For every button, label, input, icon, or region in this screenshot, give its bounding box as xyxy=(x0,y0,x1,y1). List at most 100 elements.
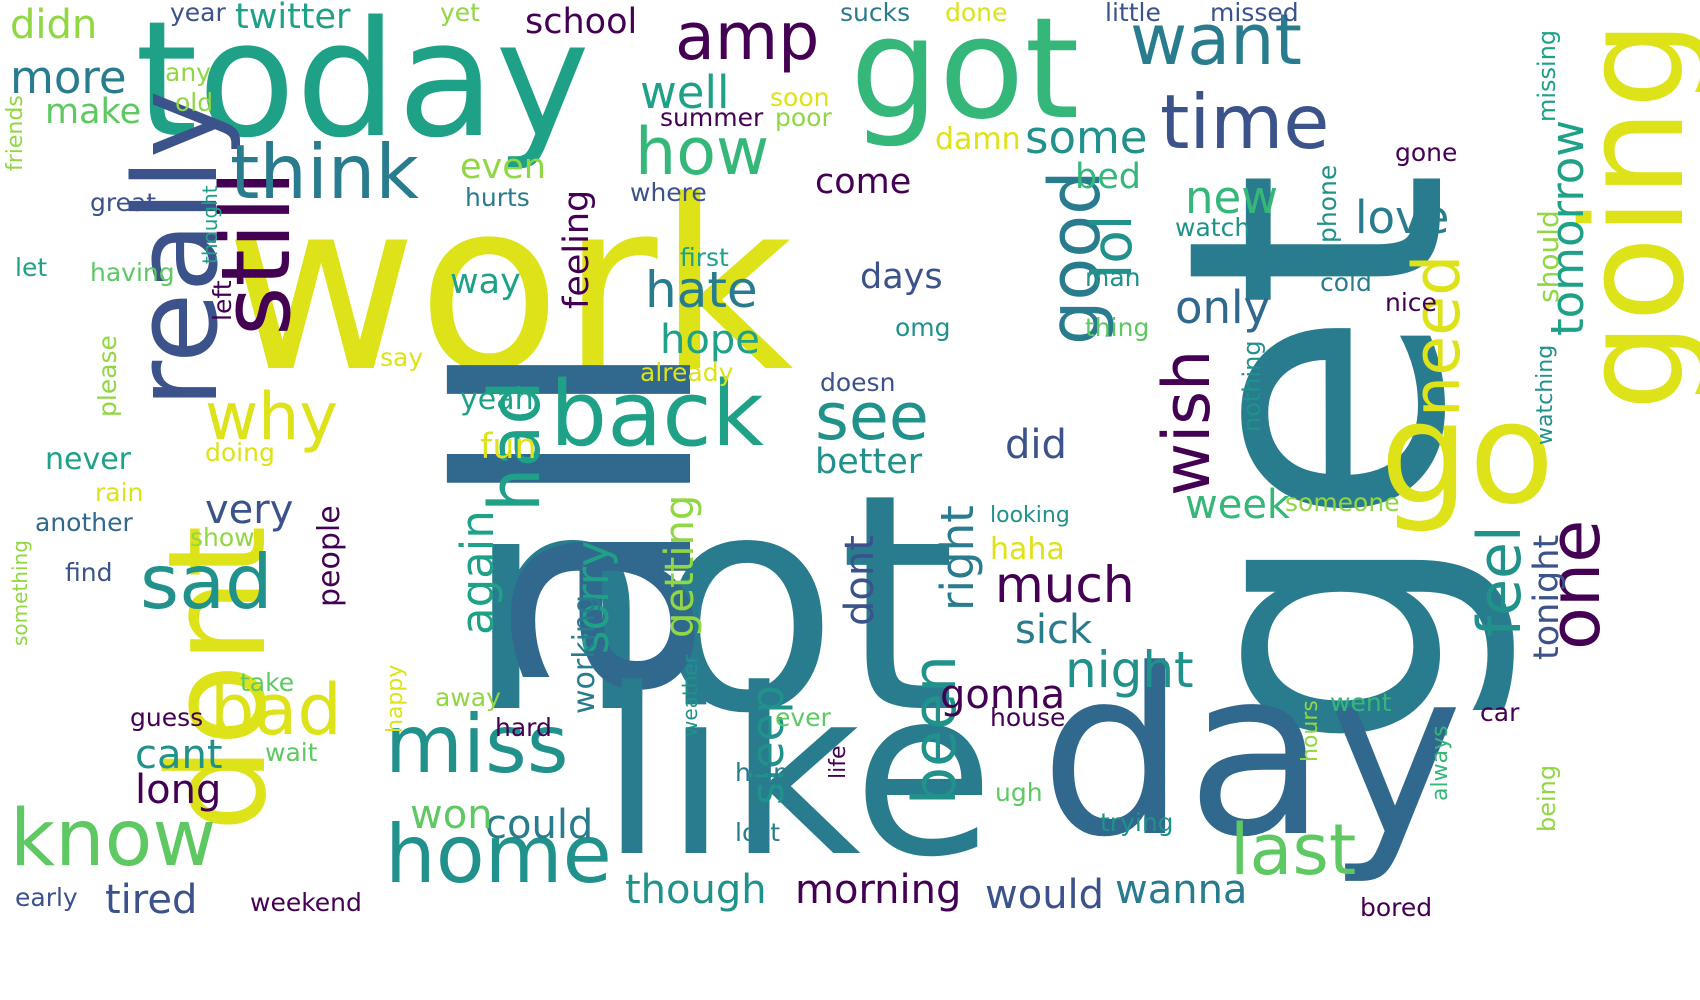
cloud-word-man: man xyxy=(1085,263,1141,292)
cloud-word-go: go xyxy=(1380,373,1555,536)
cloud-word-guess: guess xyxy=(130,703,204,732)
cloud-word-hours: hours xyxy=(1298,700,1323,762)
cloud-word-gonna: gonna xyxy=(940,672,1066,718)
cloud-word-poor: poor xyxy=(775,103,832,132)
cloud-word-omg: omg xyxy=(895,313,951,342)
cloud-word-very: very xyxy=(205,487,294,533)
cloud-word-feeling: feeling xyxy=(557,189,597,309)
cloud-word-left: left xyxy=(208,280,237,322)
cloud-word-cant: cant xyxy=(135,732,223,778)
cloud-word-did: did xyxy=(1005,422,1067,468)
cloud-word-car: car xyxy=(1480,698,1520,727)
cloud-word-already: already xyxy=(640,358,734,387)
cloud-word-wish: wish xyxy=(1150,349,1225,496)
cloud-word-ever: ever xyxy=(775,703,831,732)
cloud-word-day: day xyxy=(1040,621,1464,888)
cloud-word-night: night xyxy=(1065,641,1194,699)
cloud-word-having: having xyxy=(90,258,175,287)
cloud-word-not: not xyxy=(465,430,957,779)
cloud-word-make: make xyxy=(45,92,142,132)
cloud-word-first: first xyxy=(680,243,729,272)
cloud-word-morning: morning xyxy=(795,867,962,913)
cloud-word-bored: bored xyxy=(1360,893,1433,922)
cloud-word-house: house xyxy=(990,703,1066,732)
cloud-word-hard: hard xyxy=(495,713,552,742)
cloud-word-early: early xyxy=(15,883,78,912)
cloud-word-hurts: hurts xyxy=(465,183,530,212)
cloud-word-getting: getting xyxy=(657,494,703,638)
cloud-word-find: find xyxy=(65,558,113,587)
cloud-word-let: let xyxy=(15,253,48,282)
cloud-word-missing: missing xyxy=(1533,29,1561,122)
cloud-word-wanna: wanna xyxy=(1115,867,1248,913)
cloud-word-sick: sick xyxy=(1015,607,1093,653)
cloud-word-come: come xyxy=(815,162,912,202)
cloud-word-trying: trying xyxy=(1100,808,1174,837)
cloud-word-watching: watching xyxy=(1533,344,1558,445)
cloud-word-went: went xyxy=(1330,688,1392,717)
cloud-word-could: could xyxy=(485,802,594,848)
cloud-word-someone: someone xyxy=(1285,488,1400,517)
cloud-word-thing: thing xyxy=(1085,313,1150,342)
cloud-word-right: right xyxy=(931,505,984,611)
cloud-word-wait: wait xyxy=(265,738,318,767)
cloud-word-friends: friends xyxy=(3,95,28,171)
cloud-word-yet: yet xyxy=(440,0,480,27)
cloud-word-love: love xyxy=(1355,191,1450,244)
cloud-word-didn: didn xyxy=(10,2,98,48)
cloud-word-year: year xyxy=(170,0,226,27)
cloud-word-thought: thought xyxy=(198,185,222,264)
cloud-word-amp: amp xyxy=(675,0,820,75)
cloud-word-days: days xyxy=(860,257,943,297)
cloud-word-tired: tired xyxy=(105,877,198,923)
cloud-word-always: always xyxy=(1428,725,1453,801)
cloud-word-how: how xyxy=(635,115,770,190)
cloud-word-done: done xyxy=(945,0,1008,27)
cloud-word-though: though xyxy=(625,867,767,913)
cloud-word-being: being xyxy=(1533,764,1561,832)
cloud-word-today: today xyxy=(135,0,590,173)
cloud-word-nothing: nothing xyxy=(1238,340,1266,432)
cloud-word-need: need xyxy=(1400,254,1475,417)
cloud-word-work: work xyxy=(225,151,794,424)
cloud-word-soon: soon xyxy=(770,83,830,112)
cloud-word-never: never xyxy=(45,442,132,477)
cloud-word-yeah: yeah xyxy=(460,382,534,417)
cloud-word-say: say xyxy=(380,343,424,372)
cloud-word-want: want xyxy=(1130,0,1302,81)
cloud-word-hope: hope xyxy=(660,317,760,363)
cloud-word-see: see xyxy=(815,380,929,455)
cloud-word-any: any xyxy=(165,58,211,87)
cloud-word-where: where xyxy=(630,178,707,207)
cloud-word-damn: damn xyxy=(935,122,1021,157)
cloud-word-school: school xyxy=(525,2,638,42)
cloud-word-week: week xyxy=(1185,482,1291,528)
cloud-word-watch: watch xyxy=(1175,213,1251,242)
cloud-word-long: long xyxy=(135,767,222,813)
cloud-word-should: should xyxy=(1532,210,1565,303)
cloud-word-why: why xyxy=(205,380,338,455)
cloud-word-away: away xyxy=(435,683,501,712)
cloud-word-rain: rain xyxy=(95,478,144,507)
cloud-word-bed: bed xyxy=(1075,157,1141,197)
cloud-word-better: better xyxy=(815,442,923,482)
cloud-word-weekend: weekend xyxy=(250,888,362,917)
cloud-word-another: another xyxy=(35,508,133,537)
cloud-word-sucks: sucks xyxy=(840,0,911,27)
cloud-word-something: something xyxy=(8,540,32,646)
cloud-word-lost: lost xyxy=(735,818,781,847)
cloud-word-take: take xyxy=(240,668,295,697)
cloud-word-home: home xyxy=(385,808,612,901)
cloud-word-way: way xyxy=(450,262,521,302)
cloud-word-know: know xyxy=(10,794,217,884)
cloud-word-working: working xyxy=(567,595,602,714)
cloud-word-some: some xyxy=(1025,111,1148,164)
cloud-word-cold: cold xyxy=(1320,268,1372,297)
cloud-word-missed: missed xyxy=(1210,0,1299,27)
cloud-word-even: even xyxy=(460,147,546,187)
cloud-word-dont: dont xyxy=(837,535,883,626)
cloud-word-great: great xyxy=(90,188,157,217)
cloud-word-old: old xyxy=(175,88,214,117)
cloud-word-please: please xyxy=(93,335,122,417)
cloud-word-tonight: tonight xyxy=(1527,534,1567,660)
